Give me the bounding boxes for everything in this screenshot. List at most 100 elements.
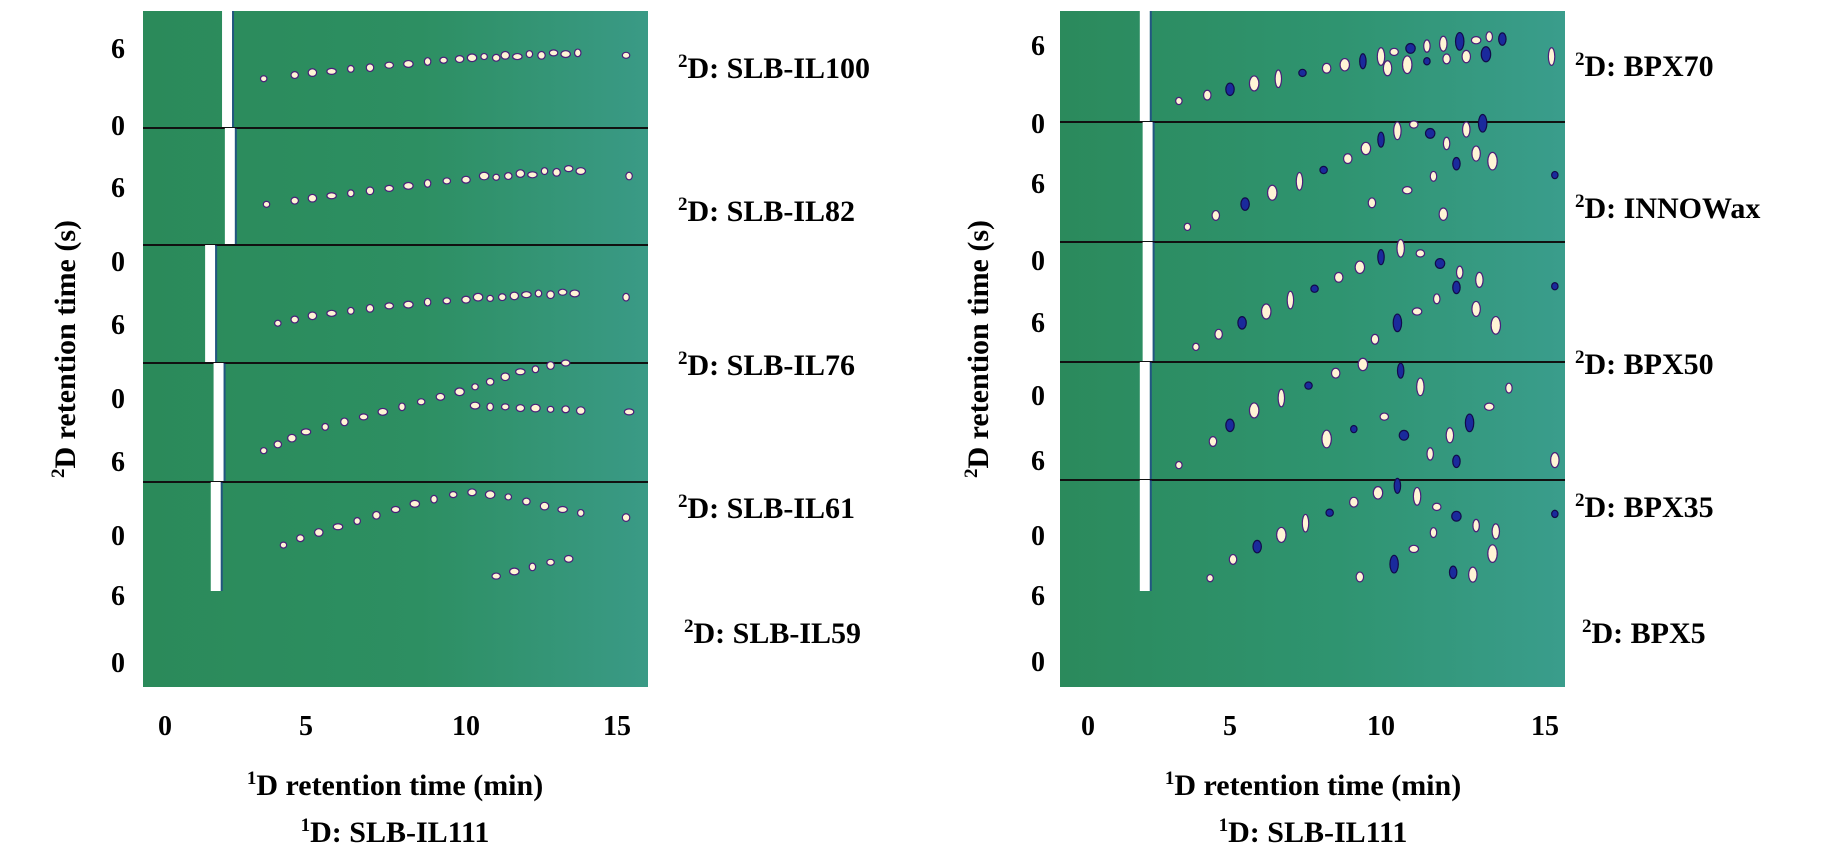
left-strip-5-peak-8 [409,499,421,508]
right-strip-3-peak-7 [1333,271,1344,283]
left-strip-5-peak-1 [279,541,288,549]
left-strip-5-peak-6 [372,510,381,520]
right-strip-5-ytick-0: 0 [1031,647,1045,678]
left-strip-3-peak-8 [403,300,414,309]
left-strip-1-peak-1 [259,75,268,83]
right-strip-3-peak-12 [1434,257,1446,269]
left-xtick-0: 0 [158,711,172,742]
left-strip-5-peak-17 [576,508,585,517]
right-strip-3-ytick-0: 0 [1031,381,1045,412]
right-strip-3-peak-5 [1286,290,1295,310]
left-strip-1-peak-3 [307,68,318,77]
right-strip-5-label: 2D: BPX5 [1582,616,1706,650]
left-strip-5-peak-14 [522,497,531,506]
right-strip-1-peak-25 [1547,47,1556,66]
left-strip-4-peak-25 [546,405,555,413]
left-strip-5-peak-4 [332,523,344,531]
right-strip-1-peak-6 [1298,68,1307,78]
left-strip-2-peak-6 [365,186,375,196]
right-strip-1-peak-17 [1485,31,1494,43]
left-strip-1-peak-7 [384,61,394,69]
right-strip-2-label: 2D: INNOWax [1575,191,1760,225]
left-strip-5-peak-2 [296,534,305,543]
left-strip-5-peak-12 [484,490,496,500]
left-strip-2-peak-17 [540,167,549,176]
left-strip-4-label: 2D: SLB-IL61 [678,491,855,525]
left-strip-5-peak-20 [509,567,520,576]
left-strip-3-peak-19 [557,288,568,296]
right-strip-4-solvent-band [1139,362,1150,480]
left-strip-4-ytick-6: 6 [111,447,125,478]
left-strip-5-peak-11 [467,488,477,497]
right-strip-2-peak-2 [1211,209,1221,221]
right-strip-5-peak-8 [1372,486,1384,500]
left-strip-3-peak-6 [365,303,375,313]
left-strip-4-peak-5 [321,422,330,431]
left-strip-4-peak-14 [485,377,495,386]
right-strip-1-peak-2 [1202,89,1212,101]
right-strip-1-peak-10 [1376,47,1386,66]
left-strip-4-peak-20 [469,401,481,410]
right-strip-4-peak-21 [1350,424,1358,434]
right-strip-1-ytick-6: 6 [1031,31,1045,62]
left-strip-3-label: 2D: SLB-IL76 [678,348,855,382]
left-strip-2-peak-18 [552,167,561,177]
right-strip-1-peak-20 [1401,55,1413,75]
right-strip-3-peak-11 [1415,249,1426,258]
right-strip-2-peak-16 [1401,186,1413,195]
right-strip-4-peak-8 [1357,357,1369,372]
right-strip-4-peak-10 [1416,377,1425,397]
left-strip-4-peak-9 [398,402,406,412]
left-strip-5-peak-7 [390,505,401,514]
left-strip-1-solvent-band [222,11,233,128]
right-strip-1-peak-11 [1389,47,1399,57]
left-strip-1-peak-22 [621,51,631,59]
left-strip-1-peak-21 [573,48,582,58]
right-strip-5-peak-21 [1551,509,1559,519]
left-strip-4-peak-24 [530,403,541,413]
right-strip-3-label: 2D: BPX50 [1575,347,1714,381]
left-strip-5-ytick-6: 6 [111,581,125,612]
left-strip-2-peak-15 [515,169,526,178]
left-strip-2-peak-21 [625,171,633,181]
right-strip-3-solvent-band [1142,242,1153,362]
left-strip-1-peak-6 [365,63,375,73]
left-strip-3-peak-7 [384,302,394,310]
right-strip-2-peak-9 [1377,131,1385,148]
right-strip-5-peak-5 [1301,513,1310,533]
right-strip-2-peak-21 [1551,170,1559,180]
left-strip-2-peak-1 [262,200,271,208]
left-strip-5-label: 2D: SLB-IL59 [684,616,861,650]
left-strip-3-peak-21 [622,292,630,302]
left-strip-3-peak-10 [442,297,452,305]
left-strip-2-peak-5 [346,189,355,198]
left-chart-marks [143,11,648,591]
left-strip-4-peak-6 [340,417,349,427]
right-xtick-5: 5 [1223,711,1237,742]
right-strip-1-peak-16 [1470,36,1482,45]
right-strip-1-peak-18 [1498,32,1507,46]
right-strip-4-peak-18 [1452,454,1461,469]
right-strip-2-peak-13 [1442,136,1451,151]
left-strip-3-peak-1 [273,319,282,327]
left-xtick-15: 15 [603,711,631,742]
right-strip-5-peak-10 [1412,486,1422,506]
right-strip-5-ytick-6: 6 [1031,581,1045,612]
left-strip-4-peak-16 [515,368,526,376]
right-strip-3-peak-14 [1475,271,1484,288]
right-strip-2-peak-11 [1409,120,1419,129]
right-strip-3-ytick-6: 6 [1031,308,1045,339]
left-strip-5-peak-18 [621,513,631,522]
right-strip-4-peak-1 [1175,460,1183,470]
right-strip-1-peak-23 [1461,49,1472,64]
right-strip-5-peak-13 [1472,518,1480,533]
left-strip-4-peak-18 [546,361,555,370]
left-strip-4-peak-8 [377,407,389,416]
right-strip-5-peak-4 [1276,526,1287,544]
right-strip-1-peak-9 [1359,53,1367,70]
left-strip-5-peak-13 [504,493,513,501]
left-strip-4-peak-13 [471,383,479,391]
left-strip-5-ytick-0: 0 [111,648,125,679]
right-panel: 6 0 2D: BPX70 6 0 2D: INNOWax 6 0 2D: BP… [961,11,1760,849]
left-strip-2-ytick-6: 6 [111,173,125,204]
